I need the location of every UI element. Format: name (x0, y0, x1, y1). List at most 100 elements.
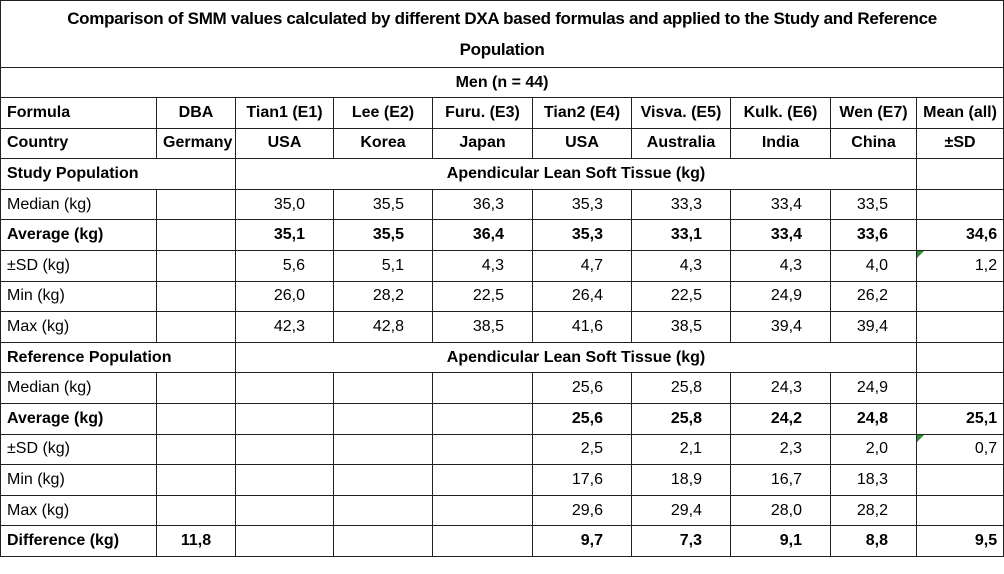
row-label: Max (kg) (0, 494, 157, 527)
section-span-label: Apendicular Lean Soft Tissue (kg) (235, 158, 917, 190)
value-cell: 5,1 (333, 249, 433, 282)
value-cell: 5,6 (235, 249, 334, 282)
header-cell: ±SD (915, 127, 1004, 160)
empty-cell (915, 311, 1004, 343)
header-cell: Wen (E7) (830, 97, 917, 129)
data-row: ±SD (kg) 5,6 5,1 4,3 4,7 4,3 4,3 4,0 1,2 (0, 249, 1004, 282)
empty-cell (156, 311, 236, 343)
value-cell: 26,4 (532, 280, 632, 313)
row-label: ±SD (kg) (0, 433, 157, 466)
empty-cell (333, 464, 433, 496)
empty-cell (333, 525, 433, 557)
value-cell: 1,2 (915, 249, 1004, 282)
value-cell: 9,5 (915, 525, 1004, 557)
empty-cell (156, 188, 236, 221)
empty-cell (156, 372, 236, 404)
value-cell: 2,3 (730, 433, 831, 466)
value-cell: 4,3 (730, 249, 831, 282)
empty-cell (156, 433, 236, 466)
value-cell: 4,0 (830, 249, 917, 282)
header-cell: Germany (156, 127, 236, 160)
value-cell: 29,6 (532, 494, 632, 527)
value-cell: 42,3 (235, 311, 334, 343)
data-table: Comparison of SMM values calculated by d… (0, 0, 1004, 557)
value-cell: 41,6 (532, 311, 632, 343)
value-cell: 35,3 (532, 188, 632, 221)
header-cell: Tian2 (E4) (532, 97, 632, 129)
empty-cell (156, 280, 236, 313)
value-cell: 24,2 (730, 402, 831, 435)
section-label: Reference Population (0, 341, 236, 374)
empty-cell (156, 494, 236, 527)
empty-cell (432, 372, 533, 404)
section-row: Reference Population Apendicular Lean Sof… (0, 341, 1004, 374)
data-row: Median (kg) 35,0 35,5 36,3 35,3 33,3 33,4 33,5 (0, 188, 1004, 221)
value-cell: 33,3 (631, 188, 731, 221)
value-cell: 22,5 (432, 280, 533, 313)
value-cell: 29,4 (631, 494, 731, 527)
empty-cell (432, 525, 533, 557)
empty-cell (915, 158, 1004, 190)
header-cell: Lee (E2) (333, 97, 433, 129)
value-cell: 25,1 (915, 402, 1004, 435)
title-row: Comparison of SMM values calculated by d… (0, 0, 1004, 68)
value-cell: 7,3 (631, 525, 731, 557)
empty-cell (915, 494, 1004, 527)
value-cell: 26,0 (235, 280, 334, 313)
section-row: Study Population Apendicular Lean Soft Ti… (0, 158, 1004, 190)
empty-cell (235, 433, 334, 466)
value-cell: 28,2 (830, 494, 917, 527)
empty-cell (432, 402, 533, 435)
data-row: Median (kg) 25,6 25,8 24,3 24,9 (0, 372, 1004, 404)
value-cell: 24,8 (830, 402, 917, 435)
empty-cell (333, 402, 433, 435)
data-row: Average (kg) 25,6 25,8 24,2 24,8 25,1 (0, 402, 1004, 435)
header-cell: Furu. (E3) (432, 97, 533, 129)
header-cell: Kulk. (E6) (730, 97, 831, 129)
section-span-label: Apendicular Lean Soft Tissue (kg) (235, 341, 917, 374)
row-label: Average (kg) (0, 402, 157, 435)
value-cell: 17,6 (532, 464, 632, 496)
value-cell: 39,4 (730, 311, 831, 343)
row-label: Median (kg) (0, 372, 157, 404)
table-title: Comparison of SMM values calculated by d… (0, 0, 1004, 68)
value-cell: 18,9 (631, 464, 731, 496)
value-cell: 25,6 (532, 372, 632, 404)
value-cell: 36,3 (432, 188, 533, 221)
empty-cell (915, 341, 1004, 374)
value-cell: 33,4 (730, 219, 831, 251)
value-cell: 38,5 (631, 311, 731, 343)
value-cell: 4,3 (432, 249, 533, 282)
value-cell: 25,6 (532, 402, 632, 435)
row-label: Difference (kg) (0, 525, 157, 557)
data-row: Min (kg) 26,0 28,2 22,5 26,4 22,5 24,9 26,2 (0, 280, 1004, 313)
value-cell: 28,2 (333, 280, 433, 313)
row-label: Average (kg) (0, 219, 157, 251)
value-cell: 36,4 (432, 219, 533, 251)
data-row: ±SD (kg) 2,5 2,1 2,3 2,0 0,7 (0, 433, 1004, 466)
value-cell: 24,9 (830, 372, 917, 404)
header-row: Country Germany USA Korea Japan USA Australia I… (0, 127, 1004, 160)
value-cell: 2,5 (532, 433, 632, 466)
value-cell: 35,1 (235, 219, 334, 251)
value-cell: 35,5 (333, 188, 433, 221)
value-cell: 4,3 (631, 249, 731, 282)
subtitle-row: Men (n = 44) (0, 67, 1004, 98)
empty-cell (156, 464, 236, 496)
empty-cell (156, 219, 236, 251)
value-cell: 11,8 (156, 525, 236, 557)
value-cell: 25,8 (631, 402, 731, 435)
value-cell: 39,4 (830, 311, 917, 343)
value-cell: 33,1 (631, 219, 731, 251)
header-cell: DBA (156, 97, 236, 129)
data-row: Average (kg) 35,1 35,5 36,4 35,3 33,1 33,4 33,6… (0, 219, 1004, 251)
value-cell: 9,1 (730, 525, 831, 557)
row-label: Min (kg) (0, 464, 157, 496)
header-cell: Australia (631, 127, 731, 160)
section-label: Study Population (0, 158, 236, 190)
value-cell: 35,5 (333, 219, 433, 251)
header-cell: Visva. (E5) (631, 97, 731, 129)
empty-cell (915, 280, 1004, 313)
empty-cell (432, 494, 533, 527)
